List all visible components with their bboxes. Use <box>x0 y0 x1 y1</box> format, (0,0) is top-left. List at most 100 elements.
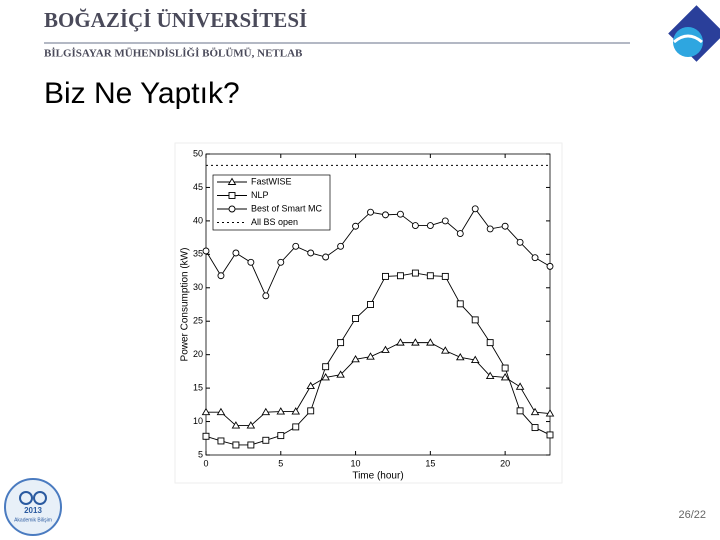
point-marker <box>322 363 330 371</box>
point-marker <box>381 345 390 353</box>
legend-label: NLP <box>251 190 269 200</box>
point-marker <box>396 210 404 218</box>
point-marker <box>202 432 210 440</box>
x-tick-label: 15 <box>425 458 435 468</box>
point-marker <box>531 424 539 432</box>
point-marker <box>307 249 315 257</box>
slide-title: Biz Ne Yaptık? <box>44 77 240 110</box>
point-marker <box>228 205 236 213</box>
legend-label: FastWISE <box>251 176 292 186</box>
point-marker <box>545 409 555 417</box>
point-marker <box>247 258 255 266</box>
point-marker <box>366 352 375 360</box>
x-tick-label: 20 <box>500 458 510 468</box>
point-marker <box>531 254 539 262</box>
point-marker <box>261 407 271 416</box>
point-marker <box>441 346 450 354</box>
legend-label: All BS open <box>251 217 298 227</box>
point-marker <box>367 301 374 308</box>
point-marker <box>336 370 345 378</box>
point-marker <box>486 339 494 347</box>
point-marker <box>546 431 554 439</box>
point-marker <box>321 373 330 381</box>
point-marker <box>411 222 419 230</box>
university-name: BOĞAZİÇİ ÜNİVERSİTESİ <box>44 8 307 32</box>
point-marker <box>456 230 464 238</box>
point-marker <box>292 423 300 431</box>
point-marker <box>426 272 434 280</box>
point-marker <box>276 407 286 415</box>
department-name: BİLGİSAYAR MÜHENDİSLİĞİ BÖLÜMÜ, NETLAB <box>44 47 303 60</box>
point-marker <box>337 339 345 347</box>
point-marker <box>306 381 315 390</box>
y-tick-label: 20 <box>193 349 203 359</box>
point-marker <box>352 315 360 322</box>
point-marker <box>456 300 464 308</box>
point-marker <box>262 292 270 300</box>
point-marker <box>486 225 494 233</box>
y-axis-label: Power Consumption (kW) <box>180 248 191 362</box>
point-marker <box>277 432 285 440</box>
point-marker <box>217 272 225 280</box>
point-marker <box>367 208 374 216</box>
y-tick-label: 10 <box>193 416 203 426</box>
x-tick-label: 10 <box>351 458 361 468</box>
point-marker <box>382 211 389 219</box>
plot-area <box>205 153 551 456</box>
legend-label: Best of Smart MC <box>251 203 323 213</box>
point-marker <box>246 421 256 429</box>
point-marker <box>291 407 301 415</box>
point-marker <box>426 338 435 346</box>
point-marker <box>500 373 510 381</box>
x-tick-label: 0 <box>203 458 208 468</box>
point-marker <box>216 407 226 416</box>
point-marker <box>228 192 236 199</box>
point-marker <box>352 222 360 230</box>
point-marker <box>232 249 240 257</box>
point-marker <box>231 421 241 429</box>
y-tick-label: 35 <box>193 249 203 259</box>
point-marker <box>515 382 525 390</box>
point-marker <box>441 217 449 225</box>
point-marker <box>411 338 420 346</box>
point-marker <box>411 269 419 277</box>
point-marker <box>247 441 255 449</box>
point-marker <box>322 253 330 261</box>
y-tick-label: 40 <box>193 215 203 225</box>
point-marker <box>396 338 405 346</box>
point-marker <box>485 371 495 380</box>
point-marker <box>337 242 345 250</box>
point-marker <box>530 407 540 416</box>
y-tick-label: 50 <box>193 148 203 158</box>
page-number: 26/22 <box>678 509 706 521</box>
point-marker <box>546 262 554 270</box>
logo-year: 2013 <box>24 506 42 515</box>
point-marker <box>516 407 524 415</box>
logo-name: Akademik Bilişim <box>14 517 52 523</box>
point-marker <box>501 222 509 230</box>
y-tick-label: 5 <box>198 449 203 459</box>
point-marker <box>201 407 211 416</box>
point-marker <box>382 272 389 280</box>
y-tick-label: 15 <box>193 382 203 392</box>
point-marker <box>307 407 315 415</box>
y-tick-label: 25 <box>193 316 203 326</box>
point-marker <box>471 205 479 213</box>
point-marker <box>227 177 237 185</box>
point-marker <box>202 247 210 255</box>
point-marker <box>217 437 225 445</box>
point-marker <box>292 242 300 250</box>
y-tick-label: 30 <box>193 282 203 292</box>
point-marker <box>516 238 524 246</box>
point-marker <box>396 272 404 280</box>
x-axis-label: Time (hour) <box>352 471 403 482</box>
point-marker <box>455 352 465 361</box>
point-marker <box>470 355 480 363</box>
point-marker <box>277 258 285 266</box>
point-marker <box>262 436 270 444</box>
point-marker <box>441 272 449 280</box>
x-tick-label: 5 <box>278 458 283 468</box>
point-marker <box>232 441 240 449</box>
